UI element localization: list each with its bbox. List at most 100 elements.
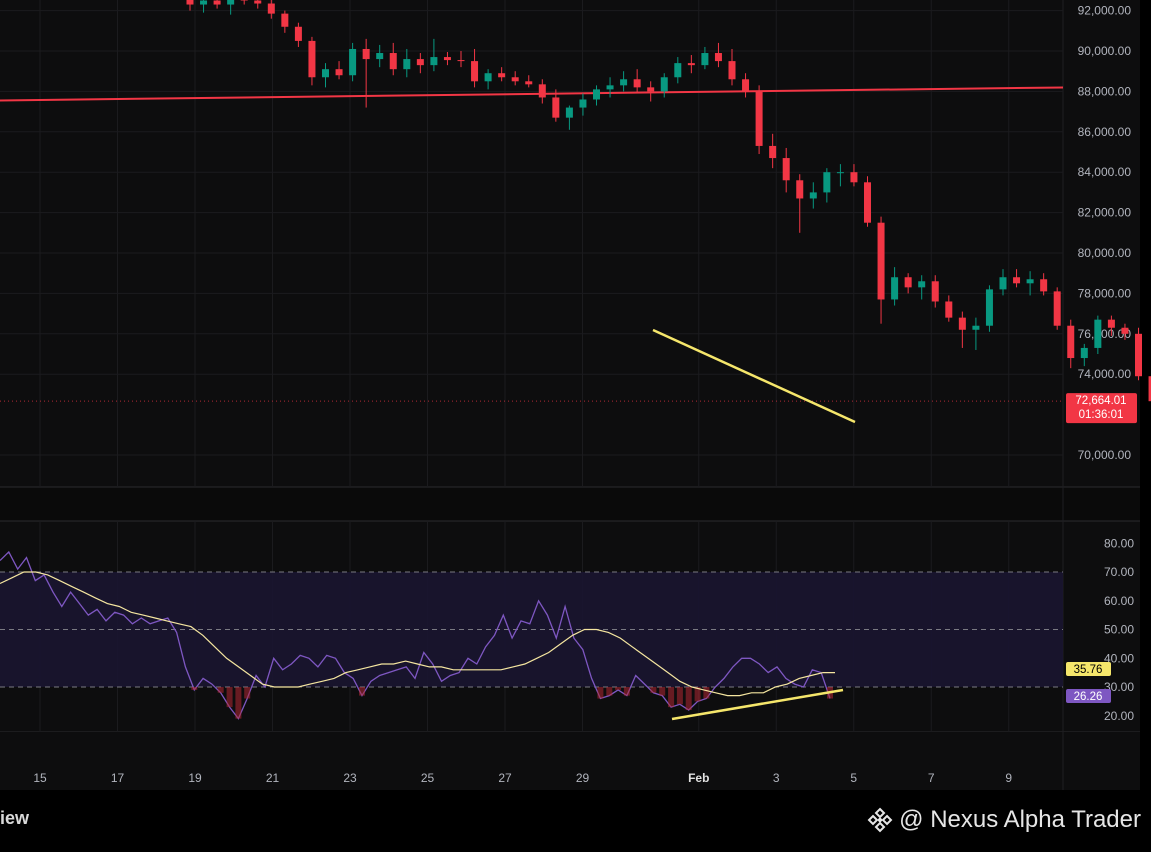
candle-body [268,4,275,14]
candle-body [674,63,681,77]
price-tick-label: 74,000.00 [1078,367,1132,381]
price-tick-label: 70,000.00 [1078,448,1132,462]
candle-body [471,61,478,81]
candle-body [241,0,248,1]
time-tick-label: 29 [576,771,590,785]
candle-body [295,27,302,41]
current-price-countdown: 01:36:01 [1079,409,1124,421]
candle-body [945,301,952,317]
time-tick-label: Feb [688,771,709,785]
rsi-tick-label: 50.00 [1104,623,1134,637]
price-tick-label: 84,000.00 [1078,165,1132,179]
candle-body [539,84,546,97]
candle-body [932,281,939,301]
candle-body [769,146,776,158]
time-axis-bg [0,732,1140,790]
time-tick-label: 21 [266,771,280,785]
time-tick-label: 17 [111,771,125,785]
candle-body [661,77,668,91]
candle-body [1094,320,1101,348]
candle-body [1054,291,1061,325]
time-tick-label: 23 [343,771,357,785]
candle-body [403,59,410,69]
candle-body [701,53,708,65]
candle-body [959,318,966,330]
price-tick-label: 80,000.00 [1078,246,1132,260]
candle-body [308,41,315,77]
candle-body [363,49,370,59]
time-tick-label: 5 [850,771,857,785]
rsi-tick-label: 70.00 [1104,565,1134,579]
candle-body [214,1,221,5]
time-tick-label: 19 [188,771,202,785]
candle-body [715,53,722,61]
candle-body [390,53,397,69]
candle-body [986,289,993,325]
candle-body [458,60,465,61]
price-panel-bg [0,0,1140,487]
price-tick-label: 92,000.00 [1078,4,1132,18]
candle-body [796,180,803,198]
price-tick-label: 86,000.00 [1078,125,1132,139]
candle-body [647,87,654,91]
candle-body [322,69,329,77]
candle-body [376,53,383,59]
candle-body [918,281,925,287]
candle-body [1013,277,1020,283]
time-tick-label: 27 [498,771,512,785]
candle-body [281,14,288,27]
candle-body [1081,348,1088,358]
candle-body [430,57,437,65]
candle-body [1067,326,1074,358]
watermark: @ Nexus Alpha Trader [867,806,1141,834]
candle-body [1040,279,1047,291]
candle-body [972,326,979,330]
candle-body [729,61,736,79]
candle-body [1135,334,1142,376]
candle-body [552,97,559,117]
price-tick-label: 78,000.00 [1078,286,1132,300]
candle-body [837,172,844,173]
candle-body [620,79,627,85]
candle-body [336,69,343,75]
candle-body [905,277,912,287]
candle-body [579,99,586,107]
candle-body [823,172,830,192]
rsi-tick-label: 20.00 [1104,709,1134,723]
time-tick-label: 15 [33,771,47,785]
time-tick-label: 25 [421,771,435,785]
candle-body [1000,277,1007,289]
price-tick-label: 82,000.00 [1078,206,1132,220]
candle-body [498,73,505,77]
candle-body [485,73,492,81]
candle-body [187,0,194,5]
price-tick-label: 90,000.00 [1078,44,1132,58]
candle-body [417,59,424,65]
candle-body [742,79,749,91]
rsi-ma-value: 35.76 [1074,664,1103,676]
candle-body [756,91,763,146]
rsi-tick-label: 60.00 [1104,594,1134,608]
candle-body [1108,320,1115,328]
candle-body [349,49,356,75]
time-tick-label: 9 [1005,771,1012,785]
candle-body [810,192,817,198]
rsi-value: 26.26 [1074,691,1103,703]
rsi-tick-label: 80.00 [1104,536,1134,550]
tradingview-text: iew [0,808,29,829]
candle-body [444,57,451,60]
watermark-text: @ Nexus Alpha Trader [899,806,1141,834]
candle-body [512,77,519,81]
time-tick-label: 3 [773,771,780,785]
candle-body [783,158,790,180]
candle-body [864,182,871,222]
time-tick-label: 7 [928,771,935,785]
candle-body [566,108,573,118]
candle-body [254,1,261,4]
candle-body [200,1,207,5]
candle-body [227,0,234,5]
candle-body [1027,279,1034,283]
candle-body [850,172,857,182]
